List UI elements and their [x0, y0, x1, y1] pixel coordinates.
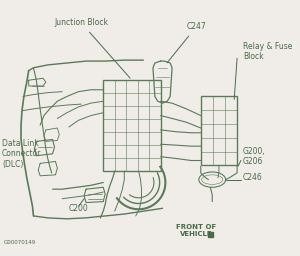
Text: G00070149: G00070149 — [4, 240, 36, 245]
Text: C200: C200 — [69, 204, 88, 213]
Bar — [208, 232, 213, 237]
Bar — [103, 80, 160, 171]
Text: Junction Block: Junction Block — [54, 18, 130, 78]
Text: C246: C246 — [243, 173, 262, 182]
Text: C247: C247 — [167, 22, 206, 63]
Text: Relay & Fuse
Block: Relay & Fuse Block — [243, 42, 292, 61]
Text: Data Link
Connector
(DLC): Data Link Connector (DLC) — [2, 139, 41, 169]
Bar — [201, 97, 237, 165]
Text: FRONT OF
VEHICLE: FRONT OF VEHICLE — [176, 223, 216, 237]
Text: G200,
G206: G200, G206 — [243, 147, 266, 166]
